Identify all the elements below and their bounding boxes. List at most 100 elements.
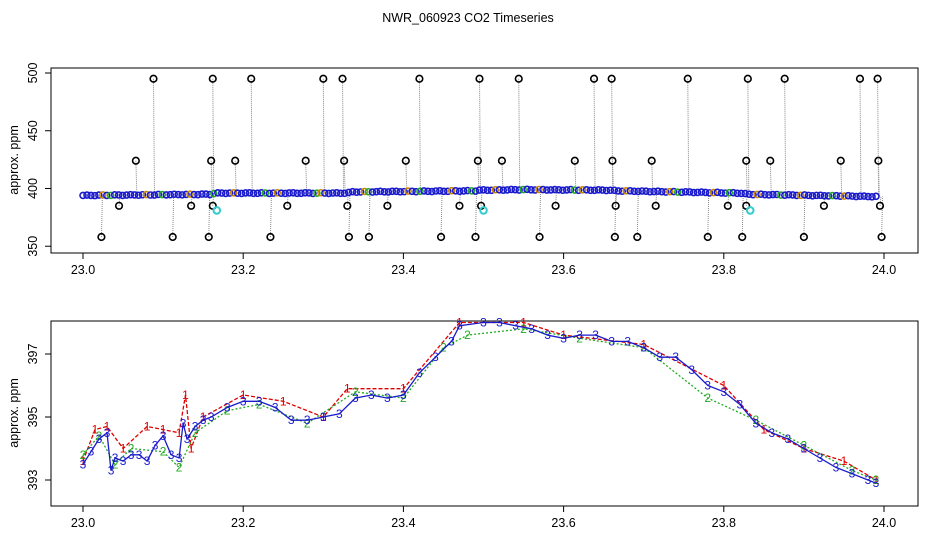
baseline-point [737, 189, 745, 198]
top-x-tick-label: 23.4 [391, 263, 415, 277]
bottom-y-tick-label: 397 [26, 344, 40, 365]
series-3-point: 3 [656, 350, 663, 364]
baseline-point [519, 185, 527, 194]
series-3-point: 3 [240, 394, 247, 408]
spike-drop-line [651, 160, 654, 192]
baseline-point [87, 191, 95, 200]
spike-drop-line [840, 160, 843, 196]
baseline-point [689, 188, 698, 197]
baseline-point [864, 192, 872, 201]
series-3-point: 3 [480, 316, 487, 330]
top-axes: 23.0 23.2 23.4 23.6 23.8 24.0 350 400 450 500 [26, 63, 896, 277]
baseline-point [582, 185, 591, 194]
spike-drop-line [342, 78, 345, 194]
baseline-point [428, 187, 436, 196]
series-3-point: 3 [817, 451, 824, 465]
series-2-point: 2 [464, 328, 471, 342]
baseline-point [110, 191, 119, 199]
series-3-point: 3 [180, 416, 187, 430]
spike-drop-line [879, 196, 882, 206]
baseline-point [745, 190, 753, 198]
spike-point [283, 201, 292, 210]
baseline-point [578, 186, 587, 194]
baseline-point [713, 188, 722, 197]
baseline-point [634, 187, 642, 196]
series-1-point: 1 [176, 426, 183, 440]
spike-point [683, 74, 692, 83]
baseline-point [217, 189, 226, 197]
spike-drop-line [747, 78, 750, 195]
series-2-point: 2 [801, 438, 808, 452]
bottom-x-tick-label: 23.6 [551, 516, 575, 530]
baseline-point [424, 187, 432, 196]
spike-point [780, 74, 789, 83]
baseline-point [194, 190, 202, 199]
baseline-point [503, 186, 512, 194]
series-3-point: 3 [416, 366, 423, 380]
spike-drop-line [250, 78, 253, 194]
baseline-point [412, 187, 420, 196]
baseline-point [134, 191, 143, 200]
baseline-point [396, 187, 404, 196]
baseline-point [630, 187, 638, 196]
spike-point [401, 156, 410, 165]
spike-point [743, 74, 752, 83]
series-1-line [82, 321, 877, 481]
spike-drop-line [741, 193, 744, 237]
baseline-point [554, 185, 563, 194]
spike-drop-line [474, 190, 477, 237]
baseline-point [225, 189, 234, 197]
spike-drop-line [539, 189, 542, 237]
baseline-point [99, 191, 107, 199]
baseline-point [539, 185, 547, 194]
baseline-point [368, 188, 377, 196]
baseline-point [511, 185, 519, 194]
series-2-point: 2 [440, 341, 447, 355]
baseline-point [717, 189, 726, 197]
spike-point [383, 201, 392, 210]
spike-drop-line [803, 195, 806, 237]
baseline-point [126, 190, 135, 199]
spike-point [319, 74, 328, 83]
baseline-point [313, 189, 321, 197]
baseline-point [443, 187, 452, 196]
series-3-point: 3 [200, 413, 207, 427]
spike-drop-line [636, 191, 639, 237]
baseline-point [594, 186, 603, 194]
baseline-point [566, 185, 575, 194]
series-3-point: 3 [272, 401, 279, 415]
spike-drop-line [687, 78, 690, 193]
baseline-point [447, 186, 456, 195]
baseline-point [233, 189, 242, 198]
baseline-point [202, 190, 210, 198]
baseline-point [122, 191, 131, 199]
baseline-point [190, 190, 198, 199]
series-3-point: 3 [176, 451, 183, 465]
baseline-point [868, 192, 876, 201]
baseline-point [162, 191, 171, 199]
baseline-point [432, 187, 440, 195]
top-plot-frame [50, 67, 919, 254]
bottom-x-tick-label: 23.8 [712, 516, 736, 530]
spike-point [168, 232, 177, 242]
spike-point [633, 232, 642, 242]
spike-point [514, 74, 523, 83]
series-1-point: 1 [104, 419, 111, 433]
spike-point [187, 201, 196, 210]
series-1-point: 1 [560, 328, 567, 342]
spike-point [415, 74, 424, 83]
series-1-point: 1 [400, 382, 407, 396]
baseline-point [257, 188, 266, 197]
series-3-point: 3 [104, 426, 111, 440]
baseline-point [769, 190, 777, 199]
baseline-point [384, 188, 393, 196]
spike-drop-line [784, 78, 787, 195]
spike-point [97, 232, 106, 242]
baseline-point [479, 186, 488, 194]
bottom-x-tick-label: 24.0 [872, 516, 896, 530]
baseline-point [844, 191, 853, 200]
series-3-point: 3 [704, 379, 711, 393]
series-1-point: 1 [720, 379, 727, 393]
baseline-point [824, 192, 833, 200]
